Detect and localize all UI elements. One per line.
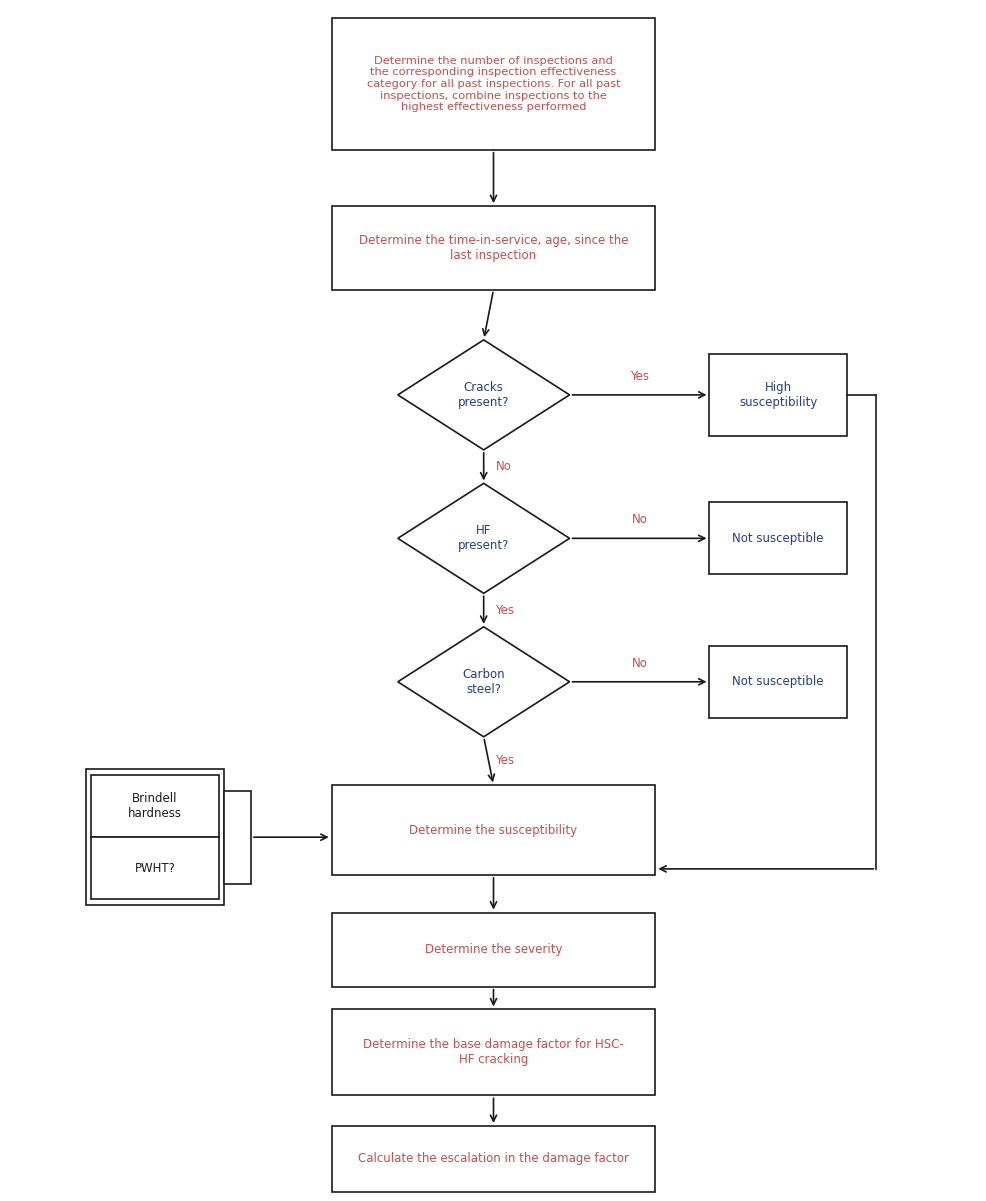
FancyBboxPatch shape — [709, 502, 846, 574]
Text: HF
present?: HF present? — [458, 525, 509, 552]
Text: Not susceptible: Not susceptible — [732, 675, 823, 688]
Text: Determine the base damage factor for HSC-
HF cracking: Determine the base damage factor for HSC… — [363, 1039, 623, 1066]
Text: Calculate the escalation in the damage factor: Calculate the escalation in the damage f… — [358, 1152, 628, 1165]
Text: Yes: Yes — [495, 754, 514, 767]
Text: Yes: Yes — [495, 604, 514, 616]
Text: Not susceptible: Not susceptible — [732, 532, 823, 545]
FancyBboxPatch shape — [331, 913, 655, 987]
FancyBboxPatch shape — [331, 1125, 655, 1191]
FancyBboxPatch shape — [331, 18, 655, 150]
FancyBboxPatch shape — [91, 837, 219, 900]
Text: Determine the time-in-service, age, since the
last inspection: Determine the time-in-service, age, sinc… — [358, 234, 628, 262]
Text: Carbon
steel?: Carbon steel? — [461, 668, 505, 695]
Text: Cracks
present?: Cracks present? — [458, 381, 509, 408]
FancyBboxPatch shape — [709, 646, 846, 718]
Text: Yes: Yes — [629, 370, 649, 383]
FancyBboxPatch shape — [224, 790, 250, 884]
Text: No: No — [495, 460, 511, 473]
FancyBboxPatch shape — [331, 1009, 655, 1095]
FancyBboxPatch shape — [331, 207, 655, 289]
Text: No: No — [631, 513, 647, 526]
Text: Determine the susceptibility: Determine the susceptibility — [409, 824, 577, 837]
Polygon shape — [397, 340, 569, 450]
Text: PWHT?: PWHT? — [134, 862, 176, 874]
Text: Determine the number of inspections and
the corresponding inspection effectivene: Determine the number of inspections and … — [367, 56, 619, 112]
Text: No: No — [631, 657, 647, 670]
Text: Determine the severity: Determine the severity — [424, 943, 562, 956]
FancyBboxPatch shape — [709, 354, 846, 436]
Text: High
susceptibility: High susceptibility — [739, 381, 816, 408]
FancyBboxPatch shape — [91, 775, 219, 837]
FancyBboxPatch shape — [331, 785, 655, 874]
Text: Brindell
hardness: Brindell hardness — [128, 793, 181, 820]
Polygon shape — [397, 627, 569, 736]
Polygon shape — [397, 483, 569, 593]
